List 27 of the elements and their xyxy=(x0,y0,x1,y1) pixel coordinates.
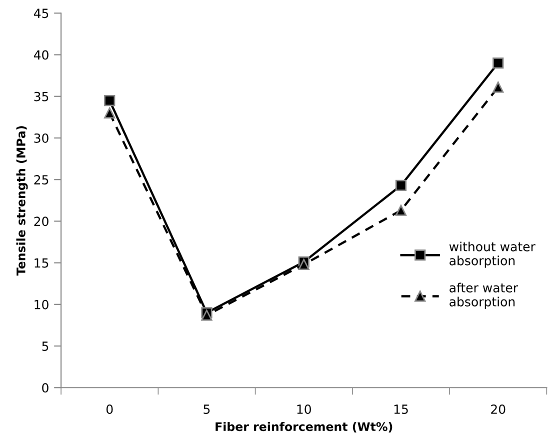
point xyxy=(492,58,504,69)
x-tick-label: 5 xyxy=(204,404,210,414)
y-tick-label: 30 xyxy=(34,133,48,143)
y-tick-label: 10 xyxy=(34,300,48,310)
y-tick-label: 35 xyxy=(34,92,48,102)
y-tick-label: 20 xyxy=(34,216,48,226)
point xyxy=(104,107,116,119)
y-tick-label: 40 xyxy=(34,50,48,60)
x-tick-label: 20 xyxy=(491,404,506,414)
x-tick-label: 10 xyxy=(297,404,311,414)
y-tick-label: 15 xyxy=(34,258,48,268)
point xyxy=(395,204,407,216)
x-tick-label: 0 xyxy=(106,404,113,414)
x-tick-label: 15 xyxy=(394,404,408,414)
legend-label: after water absorption xyxy=(450,282,518,309)
y-tick-label: 0 xyxy=(42,383,48,393)
point xyxy=(492,82,504,93)
y-tick-label: 5 xyxy=(42,342,48,351)
y-tick-label: 25 xyxy=(34,175,48,185)
legend-label: without water absorption xyxy=(449,242,536,268)
x-axis-title: Fiber reinforcement (Wt%) xyxy=(216,422,392,432)
point xyxy=(201,310,212,321)
y-axis-title: Tensile strength (MPa) xyxy=(16,126,28,276)
point xyxy=(104,94,116,106)
point xyxy=(298,258,310,270)
point xyxy=(395,180,407,191)
y-tick-label: 45 xyxy=(34,8,48,18)
